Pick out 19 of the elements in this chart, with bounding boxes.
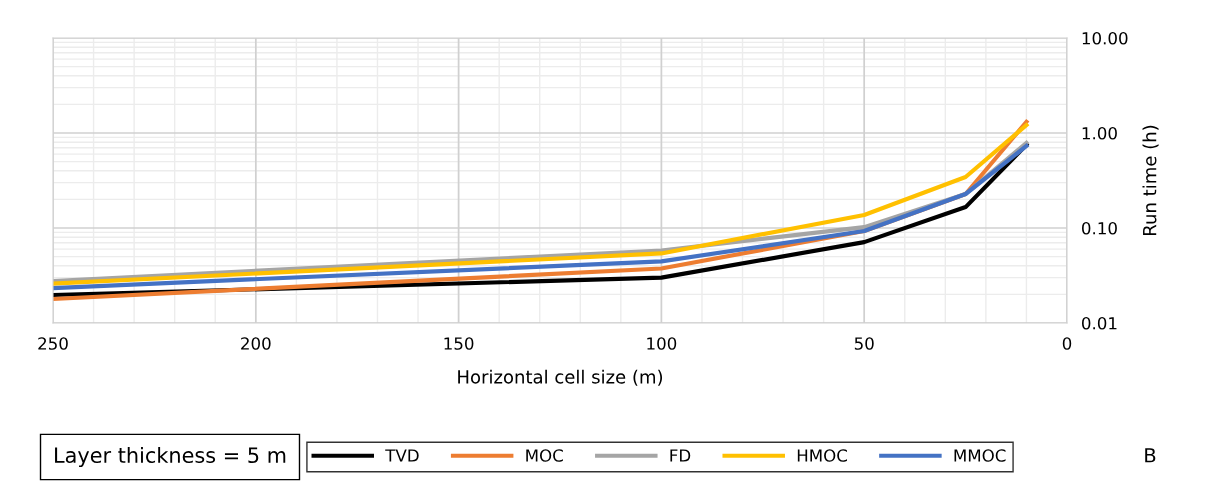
x-tick-label: 50 [854,337,874,350]
legend-label: FD [670,449,691,462]
x-tick-label: 0 [1062,337,1072,350]
y-axis-title: Run time (h) [1142,125,1159,235]
y-tick-label: 0.01 [1081,316,1117,330]
legend-label: TVD [385,449,419,462]
y-tick-label: 1.00 [1082,126,1117,140]
y-tick-label: 10.00 [1082,31,1128,45]
text: Layer thickness = 5 m [55,446,286,468]
x-tick-label: 150 [444,337,474,350]
text: B [1145,448,1156,463]
x-tick-label: 200 [241,337,271,350]
y-tick-label: 0.10 [1081,221,1117,235]
x-tick-label: 250 [38,337,68,350]
legend-label: HMOC [797,449,847,462]
x-axis-title: Horizontal cell size (m) [458,369,663,386]
legend-label: MMOC [954,449,1006,462]
x-tick-label: 100 [647,337,677,350]
legend-label: MOC [526,449,563,462]
